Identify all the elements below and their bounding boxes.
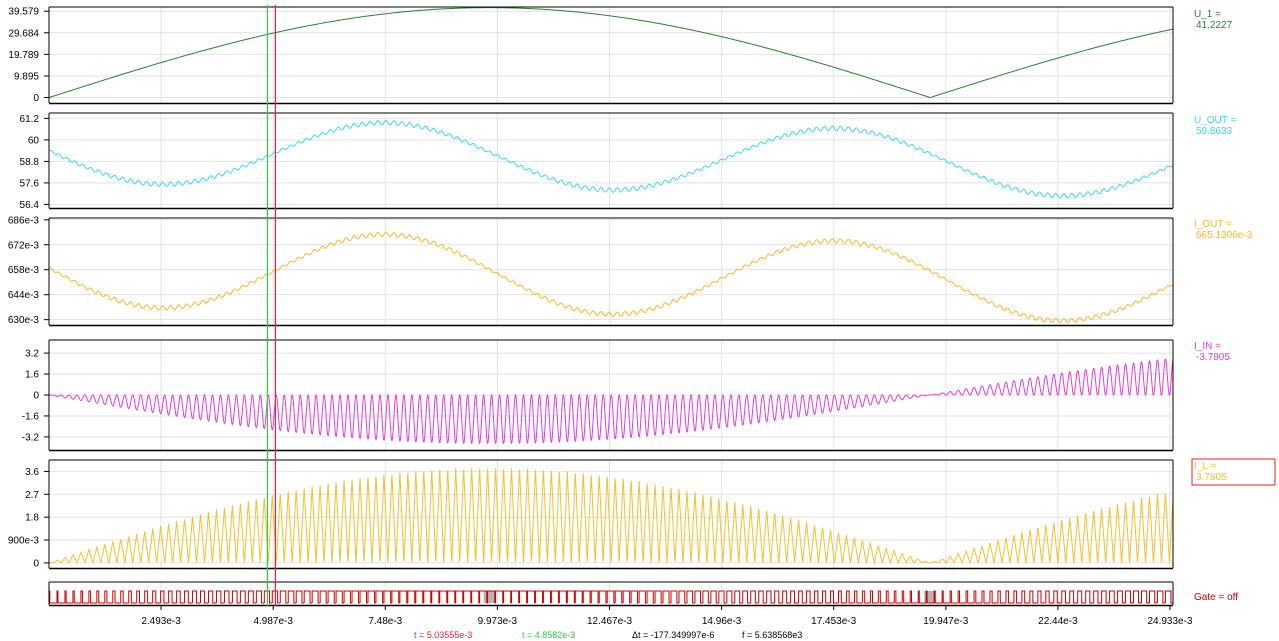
y-tick-label: 58.8 [20, 157, 40, 168]
trace-iout [48, 231, 1174, 324]
legend-name: I_L = [1194, 461, 1216, 472]
gate-idle-zone [483, 591, 496, 603]
y-tick-label: 644e-3 [8, 290, 40, 301]
y-tick-label: 56.4 [20, 200, 40, 211]
legend-highlight-box [1191, 458, 1276, 486]
y-tick-label: 29.684 [8, 28, 39, 39]
y-tick-label: 0 [33, 93, 39, 104]
y-tick-label: 0 [33, 558, 39, 569]
legend-value: 665.1306e-3 [1196, 230, 1253, 241]
y-tick-label: 630e-3 [8, 315, 40, 326]
trace-il [48, 468, 1174, 565]
y-tick-label: 900e-3 [8, 536, 40, 547]
y-tick-label: 1.8 [25, 513, 39, 524]
y-tick-label: 19.789 [8, 50, 39, 61]
panel-u1: 0 9.895 19.789 29.684 39.579 [8, 6, 1174, 105]
x-tick-label: 7.48e-3 [368, 616, 402, 627]
y-tick-label: 60 [28, 135, 40, 146]
panel-iin: -3.2 -1.6 0 1.6 3.2 [22, 339, 1174, 452]
x-tick-label: 19.947e-3 [923, 616, 968, 627]
y-tick-label: 658e-3 [8, 265, 40, 276]
trace-uout [48, 120, 1174, 199]
time-axis: 2.493e-3 4.987e-3 7.48e-3 9.973e-3 12.467e-3… [141, 605, 1193, 627]
legend-uout[interactable]: U_OUT =59.8633 [1194, 115, 1236, 137]
y-tick-label: 686e-3 [8, 215, 40, 226]
cursor-red-readout: t = 5.03555e-3 [414, 630, 472, 640]
panel-il: 0 900e-3 1.8 2.7 3.6 [8, 459, 1174, 569]
legend-value: 59.8633 [1196, 126, 1233, 137]
legend-u1[interactable]: U_1 =41.2227 [1194, 9, 1233, 31]
channel-legends: U_1 =41.2227 U_OUT =59.8633 I_OUT =665.130… [1191, 9, 1276, 603]
legend-iout[interactable]: I_OUT =665.1306e-3 [1194, 219, 1253, 241]
x-tick-label: 24.933e-3 [1147, 616, 1192, 627]
trace-iin [48, 358, 1174, 445]
trace-gate [48, 590, 1173, 604]
legend-name: I_OUT = [1194, 219, 1232, 230]
x-tick-label: 12.467e-3 [587, 616, 632, 627]
legend-value: 41.2227 [1196, 20, 1233, 31]
x-tick-label: 22.44e-3 [1038, 616, 1078, 627]
y-tick-label: 672e-3 [8, 240, 40, 251]
y-tick-label: 2.7 [25, 490, 39, 501]
y-tick-label: 3.2 [25, 349, 39, 360]
y-tick-label: 39.579 [8, 7, 39, 18]
y-tick-label: 3.6 [25, 467, 39, 478]
scope-panels: 0 9.895 19.789 29.684 39.579 56.4 57.6 58.8 60 61… [8, 6, 1174, 607]
y-tick-label: -1.6 [22, 411, 40, 422]
legend-name: Gate = off [1194, 592, 1238, 603]
y-tick-label: 1.6 [25, 370, 39, 381]
cursor-green-readout: t = 4.8582e-3 [522, 630, 575, 640]
cursor-readouts: t = 5.03555e-3 t = 4.8582e-3 Δt = -177.3… [414, 630, 802, 640]
x-tick-label: 2.493e-3 [141, 616, 181, 627]
legend-il[interactable]: I_L =3.7805 [1191, 458, 1276, 486]
y-tick-label: -3.2 [22, 432, 40, 443]
x-tick-label: 4.987e-3 [253, 616, 293, 627]
panel-uout: 56.4 57.6 58.8 60 61.2 [20, 112, 1174, 211]
legend-value: 3.7805 [1196, 472, 1227, 483]
x-tick-label: 17.453e-3 [811, 616, 856, 627]
legend-name: I_IN = [1194, 341, 1221, 352]
trace-u1 [48, 7, 1174, 99]
legend-iin[interactable]: I_IN =-3.7805 [1194, 341, 1230, 363]
y-tick-label: 0 [33, 391, 39, 402]
x-tick-label: 9.973e-3 [478, 616, 518, 627]
legend-name: U_OUT = [1194, 115, 1236, 126]
panel-gate [48, 581, 1174, 607]
delta-t-readout: Δt = -177.349997e-6 [632, 630, 714, 640]
x-tick-label: 14.96e-3 [702, 616, 742, 627]
frequency-readout: f = 5.638568e3 [742, 630, 802, 640]
y-tick-label: 61.2 [20, 114, 40, 125]
cursor-lines[interactable] [266, 5, 276, 606]
y-tick-label: 9.895 [14, 71, 39, 82]
panel-iout: 630e-3 644e-3 658e-3 672e-3 686e-3 [8, 215, 1174, 327]
legend-gate[interactable]: Gate = off [1194, 592, 1238, 603]
y-tick-label: 57.6 [20, 178, 40, 189]
legend-name: U_1 = [1194, 9, 1221, 20]
legend-value: -3.7805 [1196, 352, 1230, 363]
